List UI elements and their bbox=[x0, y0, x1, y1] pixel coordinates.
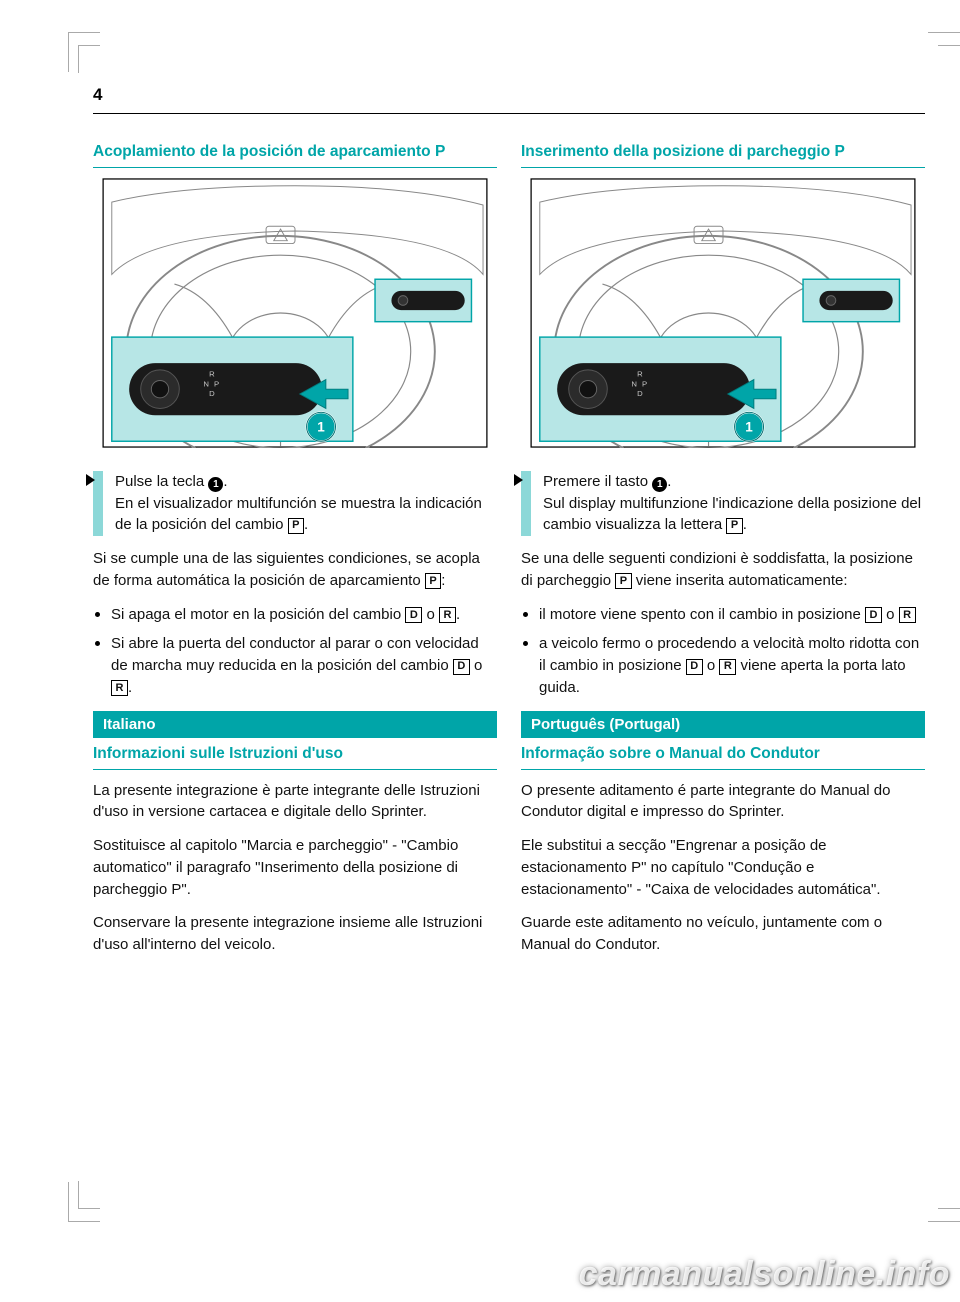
header-rule bbox=[93, 113, 925, 114]
list-item: Si apaga el motor en la posición del cam… bbox=[93, 604, 497, 626]
text: o bbox=[882, 606, 899, 623]
page-content: 4 Acoplamiento de la posición de aparcam… bbox=[93, 85, 925, 1182]
svg-text:P: P bbox=[214, 379, 219, 388]
text: . bbox=[743, 516, 747, 533]
text: il motore viene spento con il cambio in … bbox=[539, 606, 865, 623]
paragraph: Guarde este aditamento no veículo, junta… bbox=[521, 912, 925, 956]
paragraph: Se una delle seguenti condizioni è soddi… bbox=[521, 548, 925, 592]
text: Premere il tasto bbox=[543, 473, 652, 490]
text: viene inserita automaticamente: bbox=[632, 572, 848, 589]
paragraph: Ele substitui a secção "Engrenar a posiç… bbox=[521, 835, 925, 900]
paragraph: La presente integrazione è parte integra… bbox=[93, 780, 497, 824]
text: o bbox=[703, 657, 720, 674]
text: . bbox=[223, 473, 227, 490]
svg-text:N: N bbox=[203, 379, 209, 388]
paragraph: Sostituisce al capitolo "Marcia e parche… bbox=[93, 835, 497, 900]
left-column: Acoplamiento de la posición de aparcamie… bbox=[93, 142, 497, 968]
illustration-steering: R N P D 1 bbox=[93, 178, 497, 448]
key-r: R bbox=[719, 659, 736, 675]
text: Si se cumple una de las siguientes condi… bbox=[93, 550, 480, 589]
crop-mark bbox=[938, 1181, 960, 1209]
language-bar: Português (Portugal) bbox=[521, 711, 925, 738]
crop-mark bbox=[78, 45, 100, 73]
language-bar: Italiano bbox=[93, 711, 497, 738]
instruction-step: Premere il tasto 1. Sul display multifun… bbox=[521, 471, 925, 536]
key-p: P bbox=[425, 573, 441, 589]
paragraph: O presente aditamento é parte integrante… bbox=[521, 780, 925, 824]
heading-rule bbox=[93, 769, 497, 770]
section-heading: Informação sobre o Manual do Condutor bbox=[521, 744, 925, 765]
key-p: P bbox=[615, 573, 631, 589]
text: . bbox=[304, 516, 308, 533]
ref-badge-1: 1 bbox=[208, 477, 223, 492]
columns: Acoplamiento de la posición de aparcamie… bbox=[93, 142, 925, 968]
svg-text:R: R bbox=[637, 370, 643, 379]
step-marker-icon bbox=[521, 471, 531, 536]
list-item: Si abre la puerta del conductor al parar… bbox=[93, 633, 497, 698]
key-r: R bbox=[899, 607, 916, 623]
step-text: Premere il tasto 1. Sul display multifun… bbox=[535, 471, 925, 536]
key-p: P bbox=[288, 518, 304, 534]
instruction-step: Pulse la tecla 1. En el visualizador mul… bbox=[93, 471, 497, 536]
text: . bbox=[456, 606, 460, 623]
text: . bbox=[667, 473, 671, 490]
crop-mark bbox=[938, 45, 960, 73]
key-p: P bbox=[726, 518, 742, 534]
section-heading: Informazioni sulle Istruzioni d'uso bbox=[93, 744, 497, 765]
svg-text:P: P bbox=[642, 379, 647, 388]
heading-rule bbox=[521, 167, 925, 168]
svg-text:1: 1 bbox=[317, 420, 325, 435]
text: : bbox=[441, 572, 445, 589]
step-text: Pulse la tecla 1. En el visualizador mul… bbox=[107, 471, 497, 536]
key-d: D bbox=[686, 659, 703, 675]
page-number: 4 bbox=[93, 85, 925, 105]
bullet-list: il motore viene spento con il cambio in … bbox=[521, 604, 925, 699]
svg-text:D: D bbox=[209, 389, 215, 398]
heading-rule bbox=[521, 769, 925, 770]
text: Si apaga el motor en la posición del cam… bbox=[111, 606, 405, 623]
right-column: Inserimento della posizione di parcheggi… bbox=[521, 142, 925, 968]
svg-text:R: R bbox=[209, 370, 215, 379]
svg-text:1: 1 bbox=[745, 420, 753, 435]
ref-badge-1: 1 bbox=[652, 477, 667, 492]
heading-rule bbox=[93, 167, 497, 168]
crop-mark bbox=[78, 1181, 100, 1209]
text: o bbox=[422, 606, 439, 623]
section-heading: Inserimento della posizione di parcheggi… bbox=[521, 142, 925, 163]
list-item: a veicolo fermo o procedendo a velocità … bbox=[521, 633, 925, 698]
text: Pulse la tecla bbox=[115, 473, 208, 490]
text: o bbox=[470, 657, 483, 674]
paragraph: Si se cumple una de las siguientes condi… bbox=[93, 548, 497, 592]
key-r: R bbox=[111, 680, 128, 696]
key-d: D bbox=[865, 607, 882, 623]
svg-text:N: N bbox=[631, 379, 637, 388]
paragraph: Conservare la presente integrazione insi… bbox=[93, 912, 497, 956]
text: Si abre la puerta del conductor al parar… bbox=[111, 635, 479, 674]
key-r: R bbox=[439, 607, 456, 623]
list-item: il motore viene spento con il cambio in … bbox=[521, 604, 925, 626]
text: . bbox=[128, 679, 132, 696]
section-heading: Acoplamiento de la posición de aparcamie… bbox=[93, 142, 497, 163]
svg-text:D: D bbox=[637, 389, 643, 398]
key-d: D bbox=[405, 607, 422, 623]
illustration-steering: R N P D 1 bbox=[521, 178, 925, 448]
key-d: D bbox=[453, 659, 470, 675]
step-marker-icon bbox=[93, 471, 103, 536]
bullet-list: Si apaga el motor en la posición del cam… bbox=[93, 604, 497, 699]
watermark: carmanualsonline.info bbox=[579, 1255, 950, 1294]
